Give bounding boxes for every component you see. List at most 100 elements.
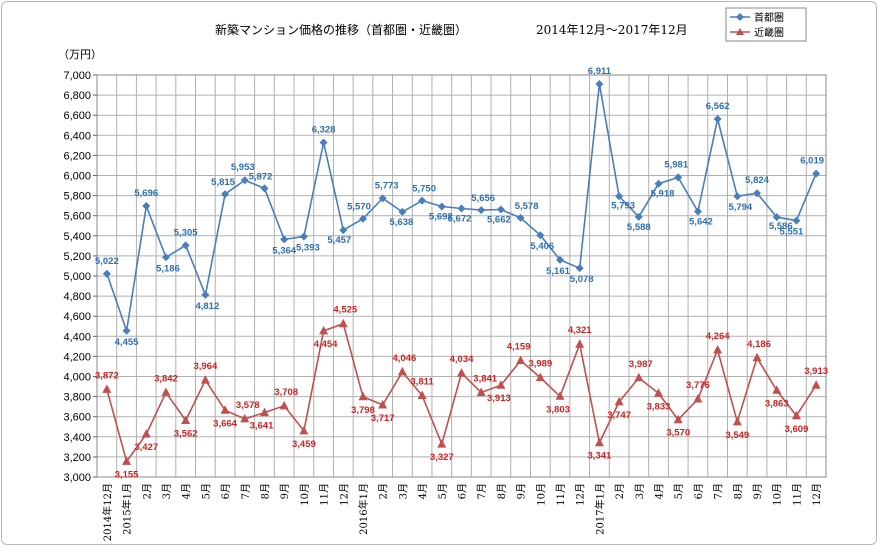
data-label: 5,305 xyxy=(174,227,198,238)
data-point xyxy=(339,226,348,235)
x-tick-label: 2014年12月 xyxy=(101,483,114,541)
y-tick-label: 6,800 xyxy=(63,90,91,102)
y-tick-label: 4,200 xyxy=(63,351,91,363)
x-tick-label: 8月 xyxy=(259,483,271,499)
data-label: 5,794 xyxy=(728,202,752,213)
series-shutoken: 5,022 4,455 5,696 5,186 5,305 4,812 5,815 5,953… xyxy=(95,66,824,348)
x-tick-label: 2015年1月 xyxy=(121,483,134,535)
data-point xyxy=(418,196,427,205)
data-label: 5,022 xyxy=(95,256,119,267)
data-label: 6,562 xyxy=(706,101,730,112)
data-label: 5,918 xyxy=(651,189,675,200)
data-point xyxy=(417,390,427,399)
data-point xyxy=(634,372,644,382)
data-point xyxy=(122,326,131,335)
series-line xyxy=(106,322,817,464)
x-tick-label: 3月 xyxy=(397,483,409,499)
data-point xyxy=(240,176,249,185)
x-tick-label: 9月 xyxy=(516,483,528,499)
x-tick-label: 5月 xyxy=(200,483,212,499)
data-point xyxy=(595,79,604,88)
data-point xyxy=(378,194,387,203)
data-point xyxy=(161,253,170,262)
x-tick-label: 5月 xyxy=(673,483,685,499)
data-point xyxy=(397,366,407,376)
data-label: 3,989 xyxy=(528,359,552,370)
data-point xyxy=(142,202,151,211)
y-tick-label: 5,200 xyxy=(63,251,91,263)
y-tick-label: 5,400 xyxy=(63,231,91,243)
data-point xyxy=(772,385,782,394)
data-point xyxy=(752,352,762,362)
data-label: 4,812 xyxy=(195,301,219,312)
x-tick-label: 5月 xyxy=(437,483,449,499)
data-point xyxy=(319,138,328,147)
data-point xyxy=(280,235,289,244)
data-point xyxy=(496,205,505,214)
data-label: 3,964 xyxy=(193,361,217,372)
y-tick-label: 4,400 xyxy=(63,331,91,343)
plot-area: 5,022 4,455 5,696 5,186 5,305 4,812 5,815 5,953… xyxy=(95,66,828,480)
data-label: 3,872 xyxy=(95,370,119,381)
data-point xyxy=(378,399,388,409)
data-label: 5,773 xyxy=(375,180,399,191)
data-point xyxy=(556,255,565,264)
data-point xyxy=(634,212,643,221)
data-label: 5,570 xyxy=(347,202,371,213)
legend-marker-shutoken xyxy=(736,13,744,21)
data-label: 3,842 xyxy=(154,373,178,384)
x-tick-label: 7月 xyxy=(713,483,725,499)
legend-marker-kinki xyxy=(736,28,744,35)
x-tick-label: 6月 xyxy=(220,483,232,499)
data-point xyxy=(693,207,702,216)
data-point xyxy=(181,241,190,250)
data-label: 4,046 xyxy=(393,353,417,364)
x-tick-label: 4月 xyxy=(181,483,193,499)
data-label: 5,793 xyxy=(611,200,635,211)
data-point xyxy=(693,394,703,403)
data-label: 5,186 xyxy=(156,263,180,274)
data-label: 3,747 xyxy=(607,410,631,421)
x-tick-label: 2月 xyxy=(614,483,626,499)
data-label: 3,341 xyxy=(588,451,612,462)
grid xyxy=(96,74,827,478)
data-label: 4,454 xyxy=(314,339,338,350)
data-point xyxy=(575,339,585,348)
data-label: 5,364 xyxy=(272,245,296,256)
data-label: 6,328 xyxy=(312,125,336,136)
data-point xyxy=(772,213,781,222)
data-point xyxy=(279,400,289,410)
y-tick-label: 3,400 xyxy=(63,432,91,444)
y-tick-label: 4,800 xyxy=(63,291,91,303)
data-label: 5,586 xyxy=(769,221,793,232)
data-point xyxy=(358,214,367,223)
data-label: 3,641 xyxy=(250,421,274,432)
chart-title: 新築マンション価格の推移（首都圏・近畿圏） xyxy=(215,22,467,37)
data-point xyxy=(457,204,466,213)
x-tick-label: 12月 xyxy=(338,483,350,506)
data-point xyxy=(259,407,269,417)
y-tick-label: 6,600 xyxy=(63,110,91,122)
data-point xyxy=(713,344,723,354)
y-tick-label: 5,000 xyxy=(63,271,91,283)
data-point xyxy=(555,391,565,400)
x-tick-label: 2017年1月 xyxy=(593,483,606,535)
data-point xyxy=(812,169,821,178)
data-point xyxy=(161,387,171,396)
data-label: 4,264 xyxy=(706,331,730,342)
data-label: 5,953 xyxy=(231,162,255,173)
data-label: 5,078 xyxy=(570,274,594,285)
y-tick-label: 6,200 xyxy=(63,150,91,162)
data-point xyxy=(457,368,466,377)
data-label: 6,019 xyxy=(800,156,824,167)
data-label: 4,159 xyxy=(507,342,531,353)
data-label: 3,155 xyxy=(115,469,139,480)
data-label: 3,578 xyxy=(236,400,260,411)
chart-period: 2014年12月～2017年12月 xyxy=(536,23,688,37)
y-tick-label: 6,400 xyxy=(63,130,91,142)
data-label: 3,811 xyxy=(410,376,434,387)
legend-box xyxy=(725,7,807,42)
x-tick-label: 12月 xyxy=(811,483,823,506)
x-tick-label: 6月 xyxy=(693,483,705,499)
